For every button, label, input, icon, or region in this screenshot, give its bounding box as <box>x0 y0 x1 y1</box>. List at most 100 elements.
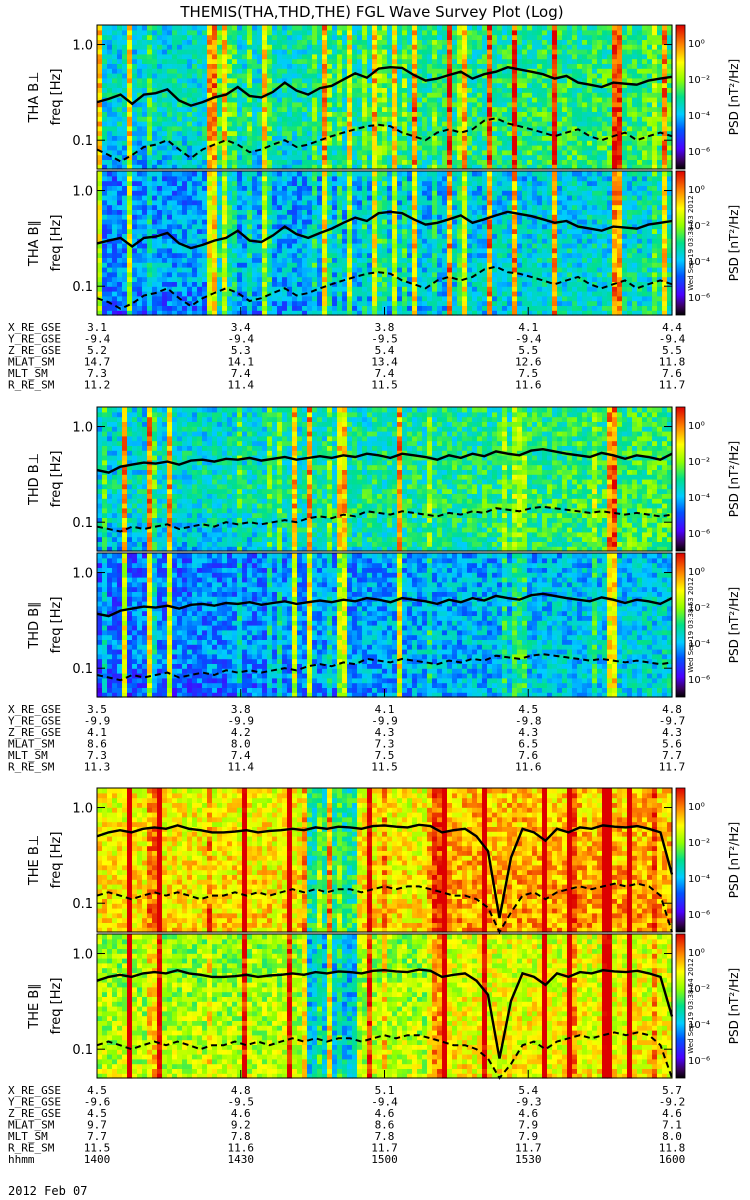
spectrogram-cell <box>302 171 308 177</box>
spectrogram-cell <box>487 145 493 151</box>
spectrogram-cell <box>252 180 258 186</box>
spectrogram-cell <box>597 39 603 45</box>
spectrogram-cell <box>332 262 338 268</box>
spectrogram-cell <box>207 228 213 234</box>
spectrogram-cell <box>97 271 103 278</box>
spectrogram-cell <box>507 154 513 160</box>
spectrogram-cell <box>302 310 308 316</box>
spectrogram-cell <box>402 44 408 50</box>
spectrogram-cell <box>142 77 148 84</box>
spectrogram-cell <box>662 97 668 103</box>
spectrogram-cell <box>422 101 428 108</box>
spectrogram-cell <box>617 121 623 127</box>
spectrogram-cell <box>262 34 268 40</box>
spectrogram-cell <box>637 135 643 141</box>
spectrogram-cell <box>322 291 328 297</box>
spectrogram-cell <box>157 135 163 141</box>
spectrogram-cell <box>527 87 533 93</box>
spectrogram-cell <box>572 121 578 127</box>
spectrogram-cell <box>357 53 363 60</box>
spectrogram-cell <box>187 125 193 132</box>
spectrogram-cell <box>617 58 623 64</box>
spectrogram-cell <box>297 63 303 69</box>
spectrogram-cell <box>347 257 353 263</box>
spectrogram-cell <box>167 49 173 55</box>
spectrogram-cell <box>292 159 298 165</box>
spectrogram-cell <box>607 125 613 132</box>
spectrogram-cell <box>337 116 343 122</box>
spectrogram-cell <box>322 116 328 122</box>
spectrogram-cell <box>172 111 178 117</box>
spectrogram-cell <box>382 121 388 127</box>
spectrogram-cell <box>367 53 373 60</box>
spectrogram-cell <box>607 29 613 36</box>
spectrogram-cell <box>212 300 218 306</box>
spectrogram-cell <box>437 140 443 146</box>
spectrogram-cell <box>652 87 658 93</box>
spectrogram-cell <box>167 195 173 201</box>
spectrogram-cell <box>232 111 238 117</box>
spectrogram-cell <box>422 154 428 160</box>
spectrogram-cell <box>242 116 248 122</box>
spectrogram-cell <box>472 159 478 165</box>
spectrogram-cell <box>632 25 638 31</box>
spectrogram-cell <box>267 92 273 98</box>
spectrogram-cell <box>322 209 328 215</box>
spectrogram-cell <box>187 73 193 79</box>
spectrogram-cell <box>477 87 483 93</box>
spectrogram-cell <box>152 190 158 196</box>
spectrogram-cell <box>142 29 148 36</box>
spectrogram-cell <box>492 135 498 141</box>
spectrogram-cell <box>562 121 568 127</box>
spectrogram-cell <box>122 73 128 79</box>
spectrogram-cell <box>517 82 523 88</box>
spectrogram-cell <box>182 97 188 103</box>
spectrogram-cell <box>217 247 223 254</box>
spectrogram-cell <box>552 44 558 50</box>
spectrogram-cell <box>237 145 243 151</box>
spectrogram-cell <box>247 164 253 170</box>
spectrogram-cell <box>207 63 213 69</box>
spectrogram-cell <box>177 111 183 117</box>
spectrogram-cell <box>262 204 268 210</box>
spectrogram-cell <box>197 281 203 287</box>
spectrogram-cell <box>442 29 448 36</box>
spectrogram-cell <box>157 300 163 306</box>
spectrogram-cell <box>152 300 158 306</box>
spectrogram-cell <box>282 214 288 220</box>
spectrogram-cell <box>127 44 133 50</box>
spectrogram-cell <box>372 44 378 50</box>
spectrogram-cell <box>222 257 228 263</box>
spectrogram-cell <box>552 125 558 132</box>
spectrogram-cell <box>582 135 588 141</box>
spectrogram-cell <box>257 53 263 60</box>
spectrogram-cell <box>127 25 133 31</box>
spectrogram-cell <box>367 87 373 93</box>
spectrogram-cell <box>412 130 418 136</box>
spectrogram-cell <box>237 39 243 45</box>
spectrogram-cell <box>567 97 573 103</box>
spectrogram-cell <box>122 145 128 151</box>
spectrogram-cell <box>417 159 423 165</box>
spectrogram-cell <box>557 140 563 146</box>
spectrogram-cell <box>282 44 288 50</box>
spectrogram-cell <box>342 101 348 108</box>
spectrogram-cell <box>132 97 138 103</box>
spectrogram-cell <box>192 145 198 151</box>
spectrogram-cell <box>217 214 223 220</box>
spectrogram-cell <box>147 58 153 64</box>
spectrogram-cell <box>462 106 468 112</box>
spectrogram-cell <box>102 310 108 316</box>
spectrogram-cell <box>492 82 498 88</box>
spectrogram-cell <box>597 116 603 122</box>
spectrogram-cell <box>257 252 263 258</box>
spectrogram-cell <box>157 238 163 244</box>
spectrogram-cell <box>262 53 268 60</box>
spectrogram-cell <box>497 77 503 84</box>
spectrogram-cell <box>587 39 593 45</box>
spectrogram-cell <box>267 257 273 263</box>
spectrogram-cell <box>592 130 598 136</box>
spectrogram-cell <box>637 145 643 151</box>
spectrogram-cell <box>547 116 553 122</box>
spectrogram-cell <box>307 149 313 156</box>
